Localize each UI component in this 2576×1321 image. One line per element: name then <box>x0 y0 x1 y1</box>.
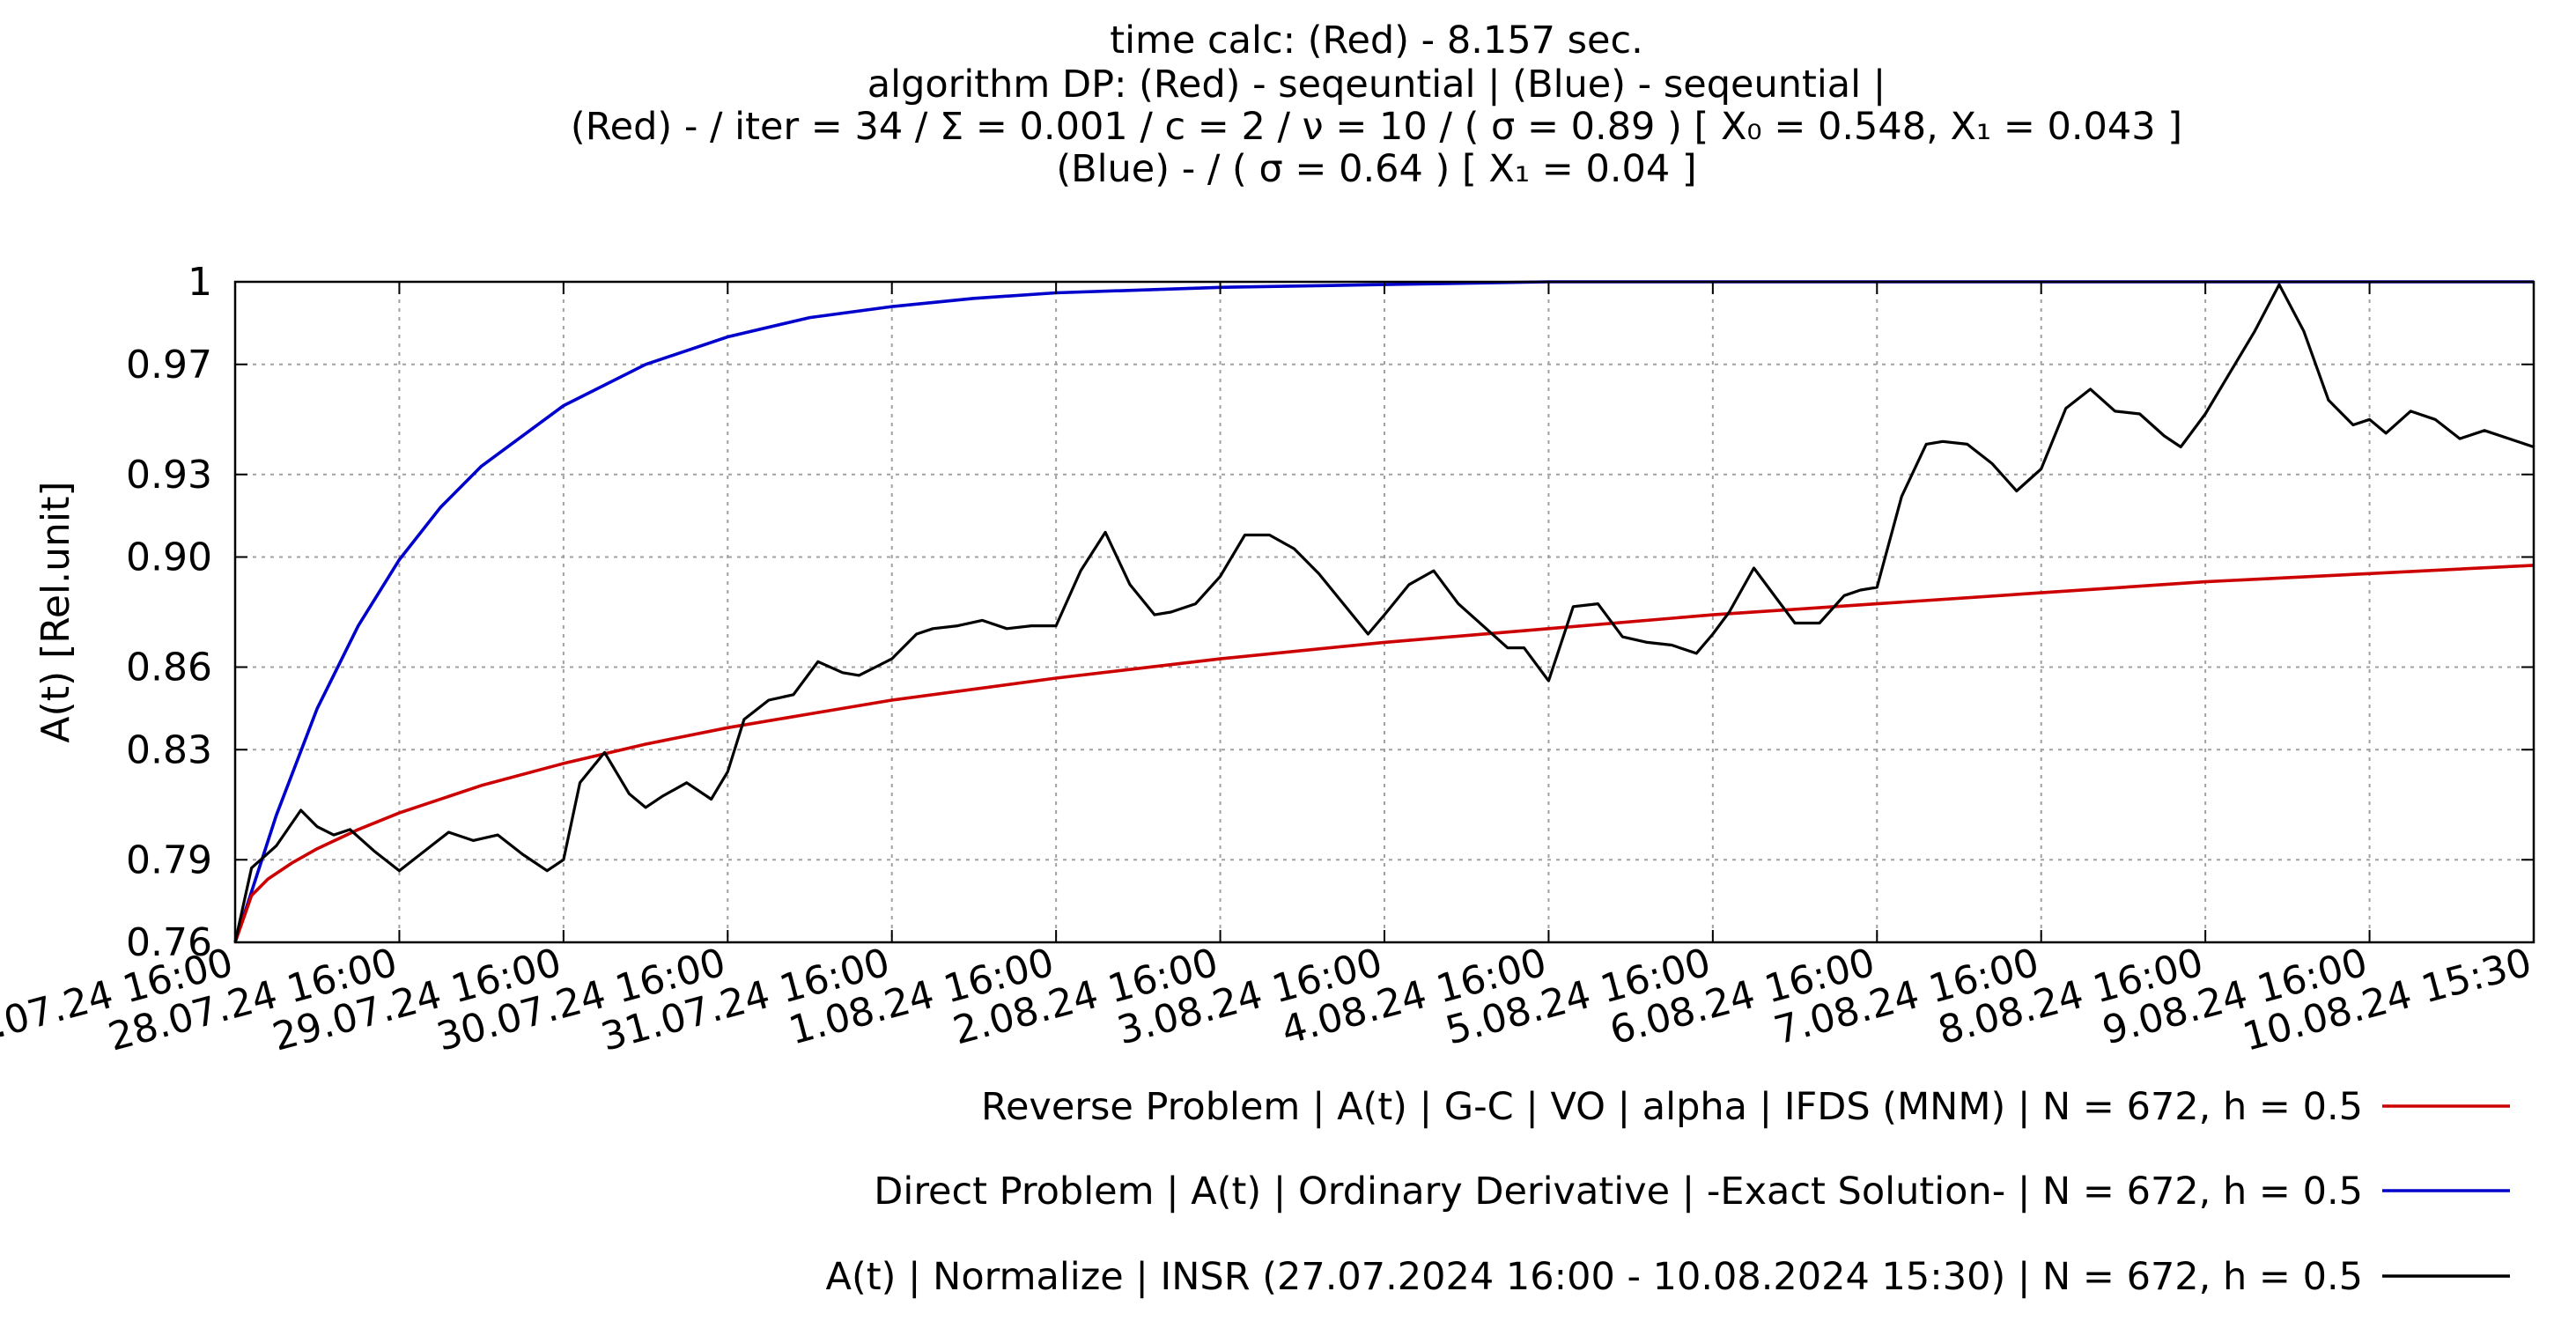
y-tick-label: 0.83 <box>126 727 212 772</box>
legend-entry-label: A(t) | Normalize | INSR (27.07.2024 16:0… <box>826 1255 2363 1299</box>
y-tick-label: 0.93 <box>126 453 212 498</box>
title-line: (Red) - / iter = 34 / Σ = 0.001 / c = 2 … <box>571 105 2182 149</box>
y-tick-label: 0.76 <box>126 920 212 965</box>
y-tick-label: 0.86 <box>126 646 212 690</box>
title-line: algorithm DP: (Red) - seqeuntial | (Blue… <box>867 63 1886 107</box>
y-axis-ticks: 1 0.97 0.93 0.90 0.86 0.83 0.79 0.76 <box>126 260 2534 965</box>
y-axis-label: A(t) [Rel.unit] <box>33 481 78 742</box>
series-line-reverse-problem <box>233 564 2535 943</box>
legend-entry-label: Direct Problem | A(t) | Ordinary Derivat… <box>874 1170 2363 1214</box>
y-tick-label: 0.90 <box>126 535 212 580</box>
y-tick-label: 0.79 <box>126 838 212 882</box>
series-line-normalized-insr <box>233 283 2535 943</box>
chart-title: time calc: (Red) - 8.157 sec. algorithm … <box>571 18 2182 191</box>
legend: Reverse Problem | A(t) | G-C | VO | alph… <box>826 1085 2510 1299</box>
title-line: (Blue) - / ( σ = 0.64 ) [ X₁ = 0.04 ] <box>1056 147 1696 191</box>
title-line: time calc: (Red) - 8.157 sec. <box>1110 18 1643 63</box>
y-tick-label: 1 <box>188 260 212 305</box>
y-tick-label: 0.97 <box>126 343 212 387</box>
grid <box>235 282 2534 942</box>
legend-entry-label: Reverse Problem | A(t) | G-C | VO | alph… <box>981 1085 2363 1129</box>
